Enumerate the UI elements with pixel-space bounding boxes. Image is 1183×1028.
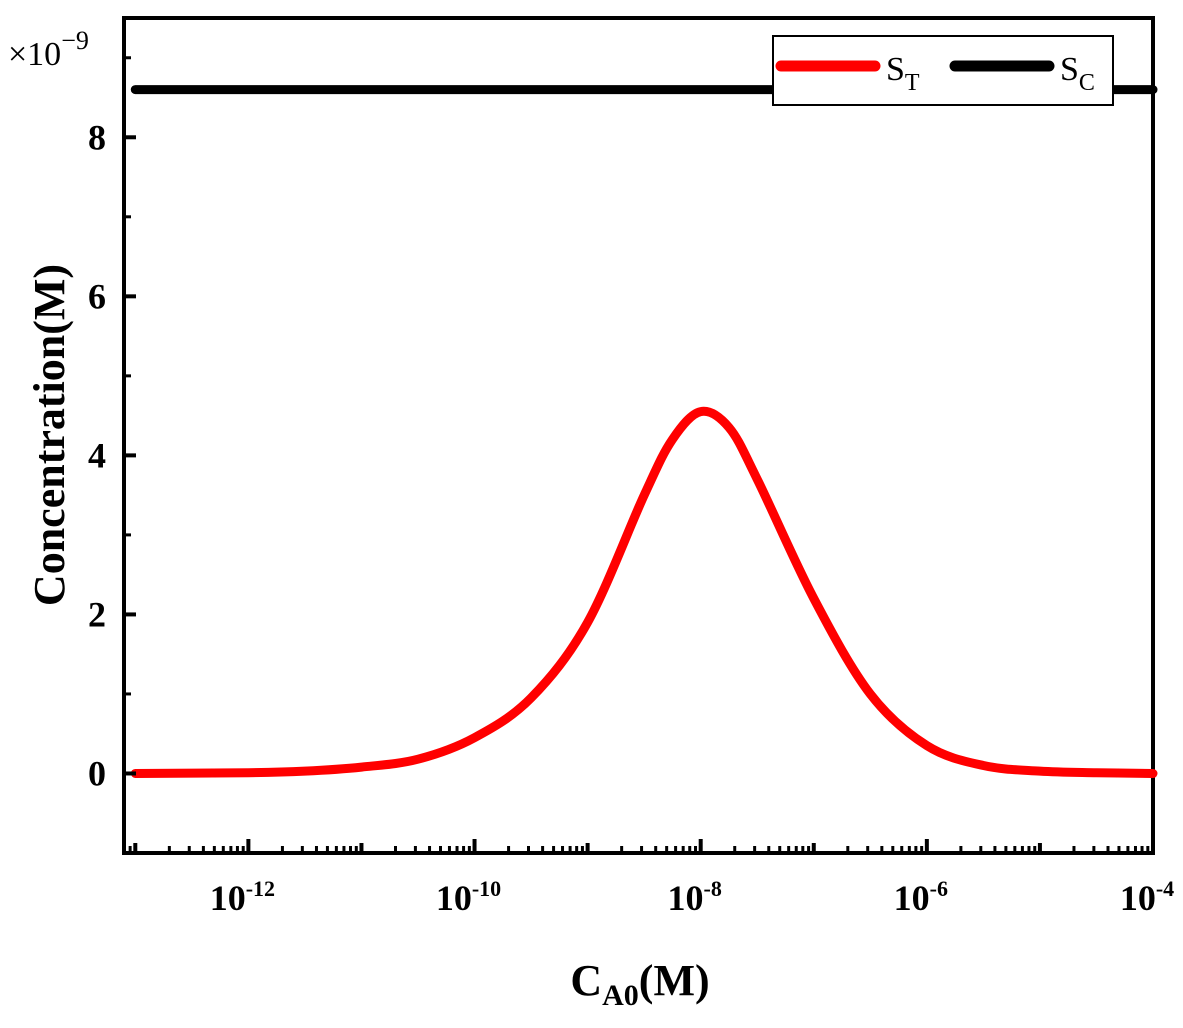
y-tick-label: 2 bbox=[88, 594, 106, 634]
y-axis-title: Concentration(M) bbox=[25, 264, 74, 606]
y-tick-label: 6 bbox=[88, 276, 106, 316]
plot-area bbox=[122, 16, 1155, 855]
legend-label-sc: SC bbox=[1060, 51, 1095, 96]
legend-label-st: ST bbox=[886, 51, 920, 96]
legend: ST SC bbox=[772, 35, 1114, 106]
ticks-layer: 10-12 10-10 10-8 10-6 10-4 0 2 4 6 8 bbox=[88, 56, 1174, 918]
y-tick-label: 0 bbox=[88, 753, 106, 793]
x-tick-label: 10-10 bbox=[436, 876, 501, 918]
y-tick-label: 8 bbox=[88, 117, 106, 157]
x-tick-label: 10-12 bbox=[210, 876, 275, 918]
x-tick-label: 10-8 bbox=[668, 876, 722, 918]
plot-frame bbox=[122, 16, 1155, 855]
y-multiplier: ×10−9 bbox=[8, 26, 89, 73]
y-tick-label: 4 bbox=[88, 435, 106, 475]
x-axis-title: CA0(M) bbox=[570, 956, 709, 1012]
x-tick-label: 10-6 bbox=[894, 876, 948, 918]
x-tick-label: 10-4 bbox=[1120, 876, 1174, 918]
series-line-st bbox=[130, 406, 1158, 778]
series-layer bbox=[130, 85, 1158, 778]
